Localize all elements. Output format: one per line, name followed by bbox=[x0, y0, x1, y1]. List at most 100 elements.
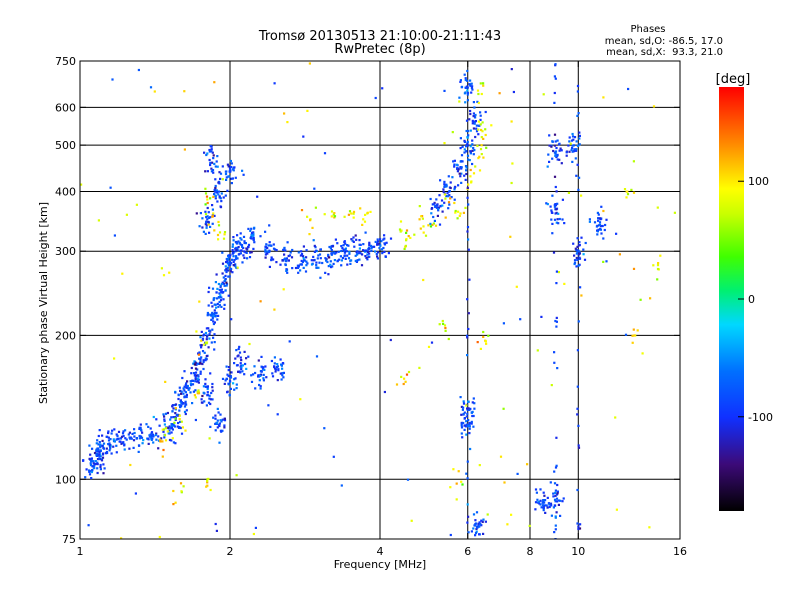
echo-point bbox=[247, 246, 250, 249]
echo-point bbox=[473, 402, 476, 405]
echo-point bbox=[599, 227, 602, 230]
echo-point bbox=[652, 264, 655, 267]
echo-point bbox=[448, 203, 451, 206]
echo-point bbox=[97, 219, 100, 222]
echo-point bbox=[463, 151, 466, 154]
echo-point bbox=[227, 369, 230, 372]
echo-point bbox=[450, 196, 453, 199]
echo-point bbox=[324, 257, 327, 260]
echo-point bbox=[227, 254, 230, 257]
echo-point bbox=[602, 96, 605, 99]
echo-point bbox=[141, 431, 144, 434]
echo-point bbox=[122, 441, 125, 444]
echo-point bbox=[164, 412, 168, 415]
echo-point bbox=[540, 315, 543, 318]
echo-point bbox=[171, 437, 174, 440]
echo-point bbox=[204, 192, 208, 195]
echo-point bbox=[554, 154, 557, 157]
echo-point bbox=[363, 220, 367, 223]
echo-point bbox=[223, 231, 227, 234]
echo-point bbox=[614, 416, 617, 419]
echo-point bbox=[129, 463, 132, 467]
echo-point bbox=[300, 263, 303, 266]
echo-point bbox=[178, 418, 181, 421]
echo-point bbox=[101, 456, 105, 459]
echo-point bbox=[528, 524, 531, 527]
echo-point bbox=[139, 423, 142, 426]
echo-point bbox=[205, 358, 208, 361]
echo-point bbox=[457, 470, 460, 473]
echo-point bbox=[547, 153, 550, 156]
echo-point bbox=[218, 231, 222, 234]
echo-point bbox=[107, 439, 111, 442]
echo-point bbox=[512, 90, 515, 94]
echo-point bbox=[573, 148, 576, 151]
echo-point bbox=[138, 444, 141, 447]
echo-point bbox=[478, 533, 481, 536]
echo-point bbox=[211, 386, 214, 389]
echo-point bbox=[123, 444, 126, 447]
echo-point bbox=[358, 243, 361, 246]
echo-point bbox=[358, 251, 361, 254]
echo-point bbox=[543, 501, 546, 504]
echo-point bbox=[235, 387, 238, 390]
echo-point bbox=[280, 378, 283, 381]
echo-point bbox=[465, 85, 468, 88]
echo-point bbox=[245, 367, 248, 370]
echo-point bbox=[438, 223, 442, 226]
echo-point bbox=[225, 260, 228, 264]
echo-point bbox=[204, 232, 207, 235]
echo-point bbox=[231, 245, 234, 248]
echo-point bbox=[477, 92, 480, 96]
echo-point bbox=[342, 244, 345, 247]
echo-point bbox=[203, 351, 206, 354]
echo-point bbox=[482, 137, 485, 140]
echo-point bbox=[368, 241, 371, 244]
echo-point bbox=[499, 455, 503, 458]
echo-point bbox=[550, 514, 553, 517]
y-tick-label: 300 bbox=[55, 245, 76, 258]
echo-point bbox=[163, 415, 166, 418]
echo-point bbox=[600, 232, 603, 235]
echo-point bbox=[205, 221, 208, 224]
echo-point bbox=[272, 247, 276, 250]
echo-point bbox=[287, 259, 290, 262]
echo-point bbox=[224, 277, 227, 281]
echo-point bbox=[212, 154, 215, 157]
echo-point bbox=[267, 250, 270, 254]
echo-point bbox=[470, 411, 473, 414]
echo-point bbox=[115, 438, 118, 441]
echo-point bbox=[571, 150, 574, 153]
echo-point bbox=[215, 273, 218, 276]
echo-point bbox=[211, 312, 214, 315]
echo-point bbox=[276, 363, 279, 366]
echo-point bbox=[577, 144, 580, 147]
echo-point bbox=[193, 360, 196, 363]
echo-point bbox=[555, 146, 558, 150]
echo-point bbox=[458, 96, 461, 99]
echo-point bbox=[95, 442, 98, 445]
echo-point bbox=[234, 357, 237, 360]
echo-point bbox=[358, 258, 361, 261]
echo-point bbox=[234, 176, 237, 179]
echo-point bbox=[213, 341, 216, 344]
echo-point bbox=[368, 244, 371, 247]
echo-point bbox=[565, 151, 568, 154]
echo-point bbox=[421, 217, 424, 220]
echo-point bbox=[213, 297, 216, 300]
echo-point bbox=[205, 355, 208, 358]
echo-point bbox=[475, 124, 478, 127]
echo-point bbox=[228, 394, 231, 397]
echo-point bbox=[233, 259, 236, 262]
echo-point bbox=[218, 171, 221, 174]
echo-point bbox=[379, 244, 382, 247]
echo-point bbox=[283, 246, 286, 249]
echo-point bbox=[214, 197, 217, 200]
echo-point bbox=[95, 454, 98, 457]
echo-point bbox=[135, 203, 138, 206]
echo-point bbox=[464, 178, 467, 181]
echo-point bbox=[236, 247, 239, 250]
echo-point bbox=[365, 256, 368, 259]
echo-point bbox=[464, 78, 467, 82]
echo-point bbox=[548, 160, 551, 163]
